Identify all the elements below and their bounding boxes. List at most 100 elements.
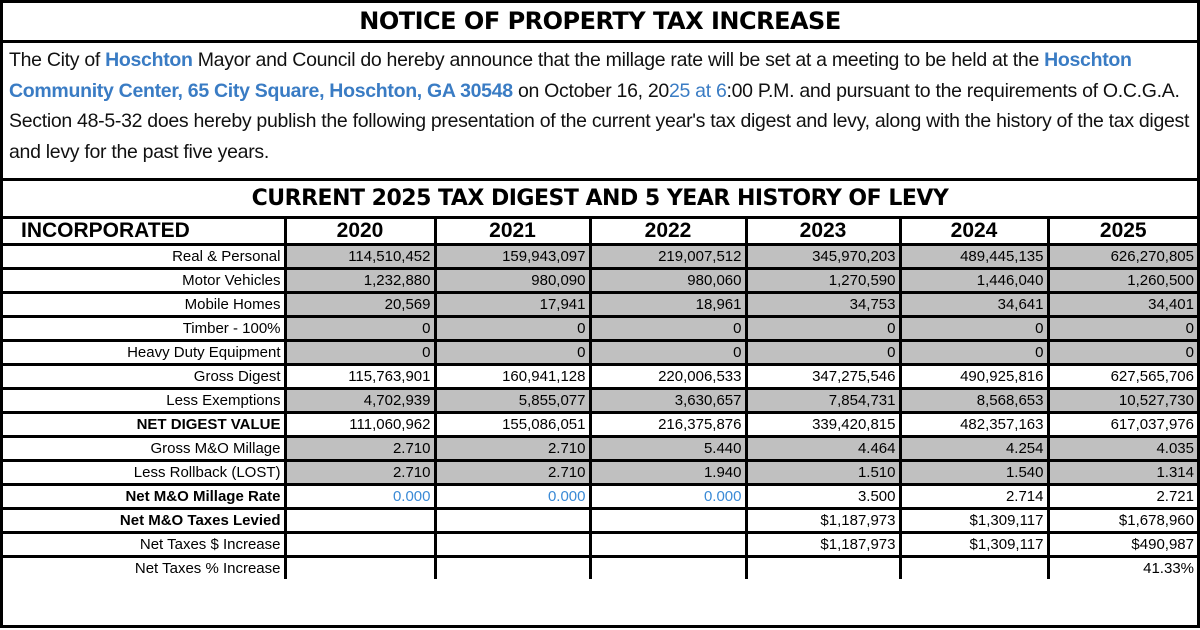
year-header-2020: 2020: [283, 219, 437, 246]
row-label: Motor Vehicles: [3, 267, 287, 294]
table-cell: 2.710: [433, 435, 592, 462]
table-cell: 155,086,051: [433, 411, 592, 438]
row-label: Heavy Duty Equipment: [3, 339, 287, 366]
table-row: Motor Vehicles 1,232,880 980,090 980,060 1,2…: [3, 267, 1197, 294]
row-label: Net Taxes $ Increase: [3, 531, 287, 558]
paragraph-text: Mayor and Council do hereby announce tha…: [192, 49, 1045, 71]
table-cell: 0: [433, 315, 592, 342]
table-cell: 160,941,128: [433, 363, 592, 390]
table-cell: [283, 507, 437, 534]
table-cell: 0: [588, 315, 748, 342]
table-cell: 0: [283, 315, 437, 342]
table-cell: 114,510,452: [283, 243, 437, 270]
paragraph-text: The City of: [9, 49, 106, 71]
table-cell: 5,855,077: [433, 387, 592, 414]
table-cell: 0: [283, 339, 437, 366]
table-header-row: INCORPORATED 2020 2021 2022 2023 2024 2025: [3, 219, 1197, 246]
table-cell: 0: [433, 339, 592, 366]
year-header-2024: 2024: [898, 219, 1050, 246]
table-row: NET DIGEST VALUE 111,060,962 155,086,051 21…: [3, 411, 1197, 438]
table-cell: 1.510: [744, 459, 902, 486]
table-cell: 345,970,203: [744, 243, 902, 270]
table-cell: 0: [898, 339, 1050, 366]
table-cell: [588, 555, 748, 579]
table-cell: $1,187,973: [744, 531, 902, 558]
table-cell: $1,187,973: [744, 507, 902, 534]
table-row: Real & Personal 114,510,452 159,943,097 219…: [3, 243, 1197, 270]
table-row: Mobile Homes 20,569 17,941 18,961 34,753 34,6…: [3, 291, 1197, 318]
highlighted-text: Hoschton Community Center, 65 City Squar…: [9, 49, 1132, 102]
table-cell: 0: [744, 315, 902, 342]
table-cell: 0: [588, 339, 748, 366]
table-cell: [433, 555, 592, 579]
table-row: Gross M&O Millage 2.710 2.710 5.440 4.464 4.2…: [3, 435, 1197, 462]
table-cell: 34,753: [744, 291, 902, 318]
table-cell: 8,568,653: [898, 387, 1050, 414]
row-label: Net M&O Taxes Levied: [3, 507, 287, 534]
table-row: Net M&O Millage Rate 0.000 0.000 0.000 3.500…: [3, 483, 1197, 510]
table-title: CURRENT 2025 TAX DIGEST AND 5 YEAR HISTO…: [3, 181, 1197, 219]
row-label: Net Taxes % Increase: [3, 555, 287, 579]
corner-header: INCORPORATED: [3, 219, 287, 246]
table-cell: 4.254: [898, 435, 1050, 462]
row-label: NET DIGEST VALUE: [3, 411, 287, 438]
table-cell: 0: [744, 339, 902, 366]
table-row: Net Taxes $ Increase $1,187,973 $1,309,117…: [3, 531, 1197, 558]
table-cell: 347,275,546: [744, 363, 902, 390]
table-row: Timber - 100% 0 0 0 0 0 0: [3, 315, 1197, 342]
table-cell: 18,961: [588, 291, 748, 318]
table-row: Gross Digest 115,763,901 160,941,128 220,00…: [3, 363, 1197, 390]
paragraph-text: on October 16, 20: [512, 79, 669, 102]
table-cell: 0: [1046, 339, 1197, 366]
table-cell: $1,309,117: [898, 507, 1050, 534]
row-label: Gross M&O Millage: [3, 435, 287, 462]
table-cell: 1.314: [1046, 459, 1197, 486]
table-cell: 4.464: [744, 435, 902, 462]
table-cell: 1.540: [898, 459, 1050, 486]
table-cell: 20,569: [283, 291, 437, 318]
paragraph-text: :00 P.M. and pursuant to the requirement…: [9, 79, 1190, 163]
table-cell: [433, 531, 592, 558]
row-label: Real & Personal: [3, 243, 287, 270]
row-label: Mobile Homes: [3, 291, 287, 318]
table-cell: 159,943,097: [433, 243, 592, 270]
table-cell: 7,854,731: [744, 387, 902, 414]
year-header-2023: 2023: [744, 219, 902, 246]
table-cell: 17,941: [433, 291, 592, 318]
table-cell: 5.440: [588, 435, 748, 462]
row-label: Less Rollback (LOST): [3, 459, 287, 486]
table-cell: 34,401: [1046, 291, 1197, 318]
table-row: Net Taxes % Increase 41.33%: [3, 555, 1197, 579]
table-cell: 2.721: [1046, 483, 1197, 510]
table-cell: 627,565,706: [1046, 363, 1197, 390]
table-cell: 1,260,500: [1046, 267, 1197, 294]
highlighted-text: 25 at 6: [668, 79, 727, 102]
table-cell: 0: [898, 315, 1050, 342]
table-cell: $1,309,117: [898, 531, 1050, 558]
table-cell: 3.500: [744, 483, 902, 510]
table-cell: 1,232,880: [283, 267, 437, 294]
row-label: Less Exemptions: [3, 387, 287, 414]
table-cell: $1,678,960: [1046, 507, 1197, 534]
row-label: Timber - 100%: [3, 315, 287, 342]
year-header-2025: 2025: [1046, 219, 1197, 246]
table-cell: 115,763,901: [283, 363, 437, 390]
table-cell: 339,420,815: [744, 411, 902, 438]
table-cell: 482,357,163: [898, 411, 1050, 438]
table-cell: 1,446,040: [898, 267, 1050, 294]
table-cell: 489,445,135: [898, 243, 1050, 270]
highlighted-text: Hoschton: [105, 49, 193, 71]
table-cell: 1.940: [588, 459, 748, 486]
table-cell: 4,702,939: [283, 387, 437, 414]
notice-paragraph: The City of Hoschton Mayor and Council d…: [3, 43, 1197, 181]
table-cell: 4.035: [1046, 435, 1197, 462]
table-cell: 220,006,533: [588, 363, 748, 390]
table-cell: 219,007,512: [588, 243, 748, 270]
year-header-2022: 2022: [588, 219, 748, 246]
table-cell: 980,090: [433, 267, 592, 294]
notice-title: NOTICE OF PROPERTY TAX INCREASE: [3, 3, 1197, 43]
table-row: Less Rollback (LOST) 2.710 2.710 1.940 1.510…: [3, 459, 1197, 486]
table-cell: 2.710: [433, 459, 592, 486]
table-cell: [744, 555, 902, 579]
